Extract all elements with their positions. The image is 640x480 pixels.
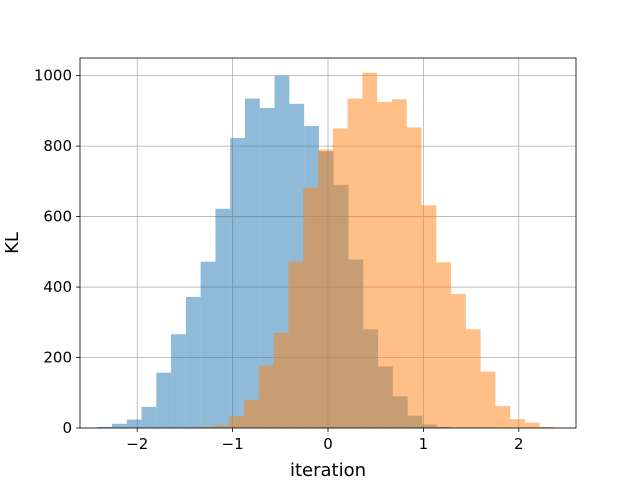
histogram-bar	[126, 419, 142, 428]
x-axis-label: iteration	[290, 460, 366, 480]
histogram-bar	[156, 372, 172, 428]
histogram-bar	[362, 72, 378, 429]
histogram-bar	[465, 329, 481, 428]
histogram-bar	[406, 127, 422, 429]
histogram-bar	[259, 108, 275, 429]
histogram-bar	[288, 261, 304, 428]
histogram-bar	[539, 426, 555, 428]
histogram-bar	[97, 426, 112, 428]
x-tick-label: 2	[514, 435, 524, 453]
histogram-bar	[229, 416, 245, 428]
histogram-bar	[273, 332, 289, 428]
histogram-bar	[141, 406, 157, 428]
x-tick-label: −2	[126, 435, 148, 453]
histogram-bar	[451, 294, 466, 428]
histogram-bar	[421, 205, 437, 428]
histogram-bars	[97, 72, 555, 429]
histogram-bar	[317, 149, 333, 428]
histogram-bar	[391, 99, 407, 428]
histogram-bar	[347, 98, 363, 429]
y-tick-label: 800	[43, 137, 72, 155]
histogram-bar	[185, 296, 201, 428]
histogram-bar	[480, 371, 496, 428]
histogram-bar	[230, 137, 246, 428]
y-axis-ticks: 0 200 400 600 800 1000	[34, 67, 80, 437]
histogram-bar	[510, 419, 525, 428]
histogram-bar	[214, 425, 230, 428]
histogram-bar	[436, 262, 452, 428]
x-tick-label: 0	[323, 435, 333, 453]
histogram-bar	[377, 102, 392, 429]
histogram-bar	[495, 406, 511, 428]
y-tick-label: 0	[62, 419, 72, 437]
histogram-bar	[215, 208, 231, 428]
histogram-bar	[199, 426, 215, 428]
y-tick-label: 400	[43, 278, 72, 296]
x-axis-ticks: −2 −1 0 1 2	[126, 428, 524, 453]
y-tick-label: 1000	[34, 67, 72, 85]
histogram-bar	[244, 399, 259, 428]
histogram-bar	[332, 128, 348, 428]
histogram-bar	[245, 98, 260, 429]
histogram-bar	[303, 187, 318, 428]
y-tick-label: 600	[43, 208, 72, 226]
histogram-bar	[258, 365, 274, 428]
histogram-bar	[171, 334, 186, 428]
series-2	[199, 72, 555, 429]
x-tick-label: 1	[419, 435, 429, 453]
y-tick-label: 200	[43, 349, 72, 367]
x-tick-label: −1	[222, 435, 244, 453]
histogram-bar	[524, 422, 540, 428]
histogram-bar	[111, 423, 127, 428]
y-axis-label: KL	[2, 232, 23, 254]
histogram-bar	[200, 261, 216, 428]
